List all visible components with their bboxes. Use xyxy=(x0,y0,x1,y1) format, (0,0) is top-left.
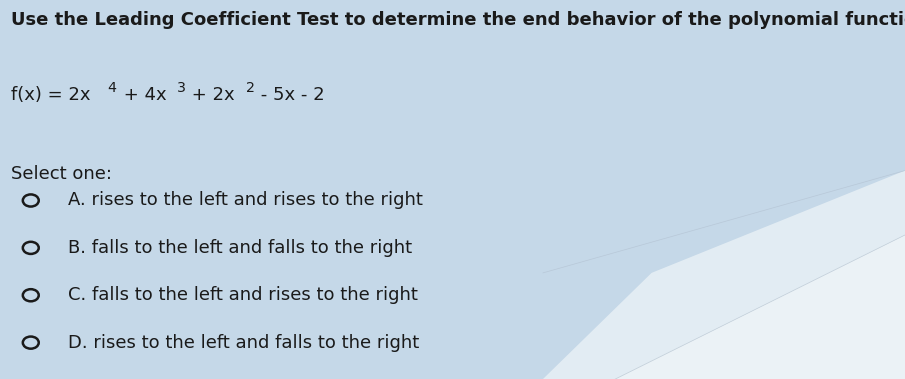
Text: 2: 2 xyxy=(246,81,255,95)
Text: 4: 4 xyxy=(107,81,116,95)
Text: A. rises to the left and rises to the right: A. rises to the left and rises to the ri… xyxy=(68,191,423,210)
Text: 3: 3 xyxy=(177,81,186,95)
Text: B. falls to the left and falls to the right: B. falls to the left and falls to the ri… xyxy=(68,239,412,257)
Text: - 5x - 2: - 5x - 2 xyxy=(255,86,325,105)
Text: Select one:: Select one: xyxy=(11,165,112,183)
Polygon shape xyxy=(615,235,905,379)
Text: Use the Leading Coefficient Test to determine the end behavior of the polynomial: Use the Leading Coefficient Test to dete… xyxy=(11,11,905,29)
Text: C. falls to the left and rises to the right: C. falls to the left and rises to the ri… xyxy=(68,286,418,304)
Text: + 4x: + 4x xyxy=(118,86,167,105)
Text: D. rises to the left and falls to the right: D. rises to the left and falls to the ri… xyxy=(68,334,419,352)
Text: + 2x: + 2x xyxy=(186,86,235,105)
Text: f(x) = 2x: f(x) = 2x xyxy=(11,86,91,105)
Polygon shape xyxy=(543,171,905,379)
